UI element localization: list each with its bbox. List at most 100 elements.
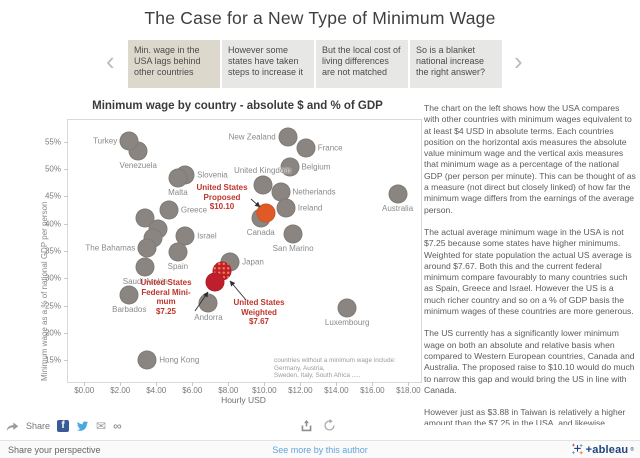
point-spain[interactable] xyxy=(168,242,188,262)
point-label: Australia xyxy=(382,203,414,213)
see-more-link[interactable]: See more by this author xyxy=(272,445,368,455)
point-label: Netherlands xyxy=(292,187,336,197)
point-label: Ireland xyxy=(297,203,323,213)
point-united-states-federal-minimum[interactable] xyxy=(205,272,225,292)
point-san-marino[interactable] xyxy=(283,224,303,244)
x-tick-label: $2.00 xyxy=(110,386,131,395)
y-tick-mark xyxy=(64,278,68,280)
point-label: Canada xyxy=(246,228,275,238)
point-netherlands[interactable] xyxy=(271,182,291,202)
point-label: Spain xyxy=(167,261,189,271)
tableau-logo[interactable]: +ableau ® xyxy=(571,443,634,456)
y-tick-label: 35% xyxy=(44,246,61,256)
footer-tagline: Share your perspective xyxy=(8,445,101,455)
x-tick-mark xyxy=(336,382,338,386)
point-label: Luxembourg xyxy=(324,318,370,328)
point-new-zealand[interactable] xyxy=(278,127,298,147)
twitter-icon[interactable] xyxy=(76,420,89,432)
point-united-kingdom[interactable] xyxy=(253,175,272,195)
point-australia[interactable] xyxy=(388,184,408,204)
point-saudi-arabia[interactable] xyxy=(135,257,155,277)
email-icon[interactable]: ✉ xyxy=(96,419,107,433)
chart-title: Minimum wage by country - absolute $ and… xyxy=(92,100,383,112)
toolbar-icons xyxy=(300,419,336,432)
x-tick-label: $0.00 xyxy=(74,386,95,395)
chart-footnote: countries without a minimum wage include… xyxy=(274,357,396,380)
annotation-weighted: United States Weighted $7.67 xyxy=(233,298,285,326)
point-label: Israel xyxy=(197,231,217,241)
share-label: Share xyxy=(26,421,51,431)
point-ireland[interactable] xyxy=(276,198,296,218)
previous-story-point-chevron[interactable]: ‹ xyxy=(106,46,115,76)
link-icon[interactable]: ∞ xyxy=(113,419,122,433)
point-andorra[interactable] xyxy=(198,293,218,313)
facebook-icon[interactable]: f xyxy=(57,420,70,432)
footer-bar: Share your perspective See more by this … xyxy=(0,440,640,458)
x-tick-mark xyxy=(372,382,374,386)
point-united-states-proposed[interactable] xyxy=(256,203,276,223)
x-tick-label: $12.00 xyxy=(288,386,313,395)
point-label: Venezuela xyxy=(119,160,157,170)
x-tick-label: $10.00 xyxy=(252,386,277,395)
point-barbados[interactable] xyxy=(119,285,139,305)
x-tick-mark xyxy=(156,382,158,386)
point-luxembourg[interactable] xyxy=(337,298,357,318)
story-tab-1[interactable]: Min. wage in the USA lags behind other c… xyxy=(128,40,220,88)
point-turkey[interactable] xyxy=(119,131,139,151)
point-label: Barbados xyxy=(112,304,147,314)
x-tick-mark xyxy=(300,382,302,386)
x-tick-label: $6.00 xyxy=(182,386,203,395)
point-the-bahamas[interactable] xyxy=(137,238,157,258)
point-label: San Marino xyxy=(272,243,314,253)
y-tick-mark xyxy=(64,141,68,143)
commentary-paragraph-4: However just as $3.88 in Taiwan is relat… xyxy=(424,407,626,425)
scatter-plot: countries without a minimum wage include… xyxy=(45,119,422,395)
y-tick-mark xyxy=(64,332,68,334)
story-tab-4[interactable]: So is a blanket national increase the ri… xyxy=(410,40,502,88)
y-tick-label: 45% xyxy=(44,191,61,201)
x-tick-mark xyxy=(228,382,230,386)
share-arrow-icon[interactable] xyxy=(6,421,19,432)
story-tab-2[interactable]: However some states have taken steps to … xyxy=(222,40,314,88)
point-belgium[interactable] xyxy=(280,157,300,177)
point-greece[interactable] xyxy=(159,200,179,220)
point-israel[interactable] xyxy=(175,226,195,246)
point-label: Malta xyxy=(168,188,188,198)
point-label: Andorra xyxy=(194,313,223,323)
commentary-paragraph-1: The chart on the left shows how the USA … xyxy=(424,103,636,215)
next-story-point-chevron[interactable]: › xyxy=(514,46,523,76)
point-label: Hong Kong xyxy=(159,355,200,365)
point-label: France xyxy=(317,143,343,153)
y-tick-mark xyxy=(64,360,68,362)
annotation-proposed: United States Proposed $10.10 xyxy=(196,183,248,211)
download-icon[interactable] xyxy=(300,419,313,432)
commentary-paragraph-3: The US currently has a significantly low… xyxy=(424,328,635,395)
point-hong-kong[interactable] xyxy=(137,350,157,370)
share-bar: Share f ✉ ∞ xyxy=(6,419,122,433)
x-tick-label: $14.00 xyxy=(324,386,349,395)
x-tick-mark xyxy=(264,382,266,386)
y-tick-label: 30% xyxy=(44,273,61,283)
y-tick-mark xyxy=(64,169,68,171)
x-tick-label: $8.00 xyxy=(218,386,239,395)
y-tick-label: 15% xyxy=(44,355,61,365)
story-tab-3[interactable]: But the local cost of living differences… xyxy=(316,40,408,88)
x-tick-label: $16.00 xyxy=(360,386,385,395)
y-tick-label: 55% xyxy=(44,137,61,147)
x-tick-label: $4.00 xyxy=(146,386,167,395)
y-tick-label: 20% xyxy=(44,328,61,338)
y-tick-label: 40% xyxy=(44,219,61,229)
commentary-paragraph-2: The actual average minimum wage in the U… xyxy=(424,226,634,317)
refresh-icon[interactable] xyxy=(323,419,336,432)
page-title: The Case for a New Type of Minimum Wage xyxy=(144,8,496,28)
x-tick-mark xyxy=(84,382,86,386)
point-malta[interactable] xyxy=(168,168,188,188)
point-france[interactable] xyxy=(296,138,316,158)
y-tick-label: 50% xyxy=(44,164,61,174)
annotation-federal: United States Federal Mini-mum $7.25 xyxy=(140,278,192,316)
y-tick-mark xyxy=(64,305,68,307)
x-tick-mark xyxy=(120,382,122,386)
point-label: United Kingdom xyxy=(234,165,291,175)
point-label: Greece xyxy=(180,205,208,215)
